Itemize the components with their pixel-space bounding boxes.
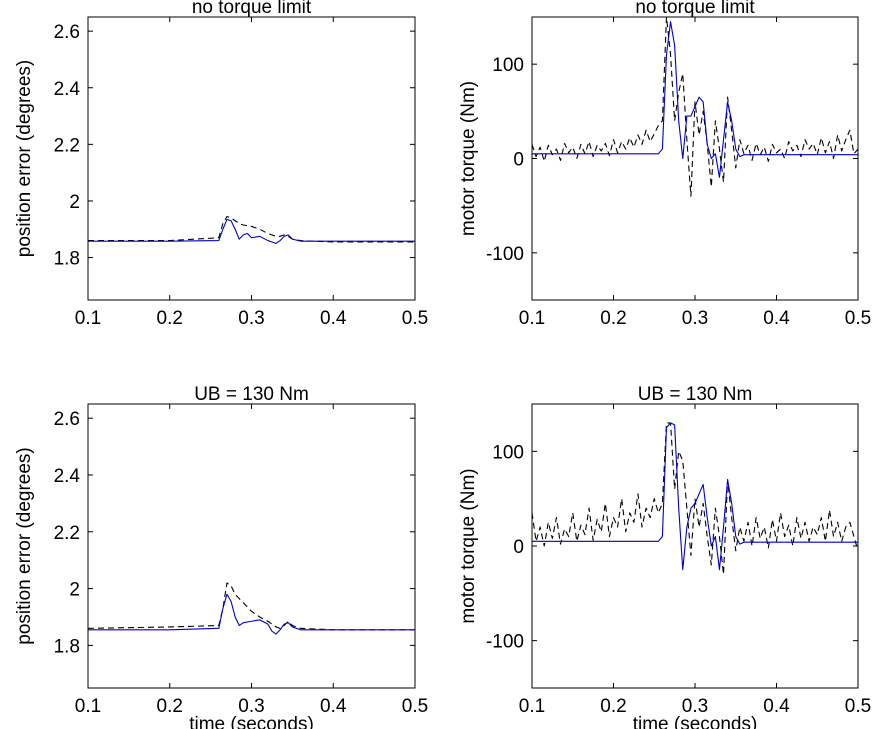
chart-3-xtick-label-2: 0.3: [682, 696, 708, 717]
chart-2-series-1-line: [88, 593, 415, 635]
chart-1-axes-box: [531, 16, 859, 301]
chart-1-series-group: [532, 17, 858, 197]
chart-3-ytick-label-0: -100: [486, 632, 524, 653]
chart-0-xtick-label-0: 0.1: [75, 308, 101, 329]
chart-1-xtick-label-4: 0.5: [845, 308, 871, 329]
chart-0-panel: 0.1 0.2 0.3 0.4 0.5 1.8 2 2.2 2.4 2.6 no torque li…: [14, 0, 428, 329]
chart-3-xtick-label-3: 0.4: [763, 696, 790, 717]
chart-1-xtick-label-3: 0.4: [763, 308, 790, 329]
chart-1-series-0-line: [532, 17, 858, 197]
chart-0-series-group: [88, 215, 415, 244]
chart-2-ytick-label-4: 2.6: [54, 409, 80, 430]
chart-1-ytick-label-1: 0: [513, 150, 524, 171]
chart-2-ytick-label-3: 2.4: [54, 466, 81, 487]
chart-1-xtick-label-0: 0.1: [519, 308, 545, 329]
chart-3-ylabel: motor torque (Nm): [458, 468, 479, 623]
chart-0-ytick-label-2: 2.2: [54, 135, 80, 156]
chart-0-xtick-label-3: 0.4: [320, 308, 347, 329]
chart-0-series-1-line: [88, 218, 415, 244]
chart-0-xtick-label-2: 0.3: [238, 308, 264, 329]
chart-1-panel: 0.1 0.2 0.3 0.4 0.5 -100 0 100 no torque limit mo…: [458, 0, 871, 329]
chart-1-title: no torque limit: [635, 0, 755, 18]
chart-1-ytick-label-0: -100: [486, 244, 524, 265]
chart-0-ytick-label-1: 2: [69, 192, 80, 213]
chart-2-panel: 0.1 0.2 0.3 0.4 0.5 1.8 2 2.2 2.4 2.6 UB = 130 Nm p…: [14, 384, 428, 729]
chart-3-xlabel: time (seconds): [633, 714, 758, 729]
chart-1-ylabel: motor torque (Nm): [458, 81, 479, 236]
chart-0-ylabel: position error (degrees): [14, 60, 35, 257]
chart-2-xtick-label-3: 0.4: [320, 696, 347, 717]
chart-3-ytick-label-1: 0: [513, 537, 524, 558]
chart-0-ytick-label-0: 1.8: [54, 249, 80, 270]
chart-2-ytick-label-1: 2: [69, 580, 80, 601]
chart-2-axes-box: [87, 403, 416, 689]
chart-2-title: UB = 130 Nm: [194, 384, 309, 405]
chart-3-series-0-line: [532, 422, 858, 575]
chart-0-ytick-label-4: 2.6: [54, 22, 80, 43]
chart-2-series-0-line: [88, 582, 415, 631]
chart-0-axes-box: [87, 16, 416, 301]
chart-0-xtick-label-1: 0.2: [157, 308, 183, 329]
chart-3-axes-box: [531, 403, 859, 689]
chart-2-series-group: [88, 582, 415, 635]
chart-1-ytick-label-2: 100: [492, 55, 524, 76]
chart-3-xtick-label-1: 0.2: [600, 696, 626, 717]
chart-2-xtick-label-1: 0.2: [157, 696, 183, 717]
chart-2-ytick-label-0: 1.8: [54, 636, 80, 657]
chart-3-ytick-label-2: 100: [492, 442, 524, 463]
chart-2-ytick-label-2: 2.2: [54, 523, 80, 544]
chart-2-xtick-label-0: 0.1: [75, 696, 101, 717]
chart-0-xtick-label-4: 0.5: [402, 308, 428, 329]
chart-0-ytick-label-3: 2.4: [54, 79, 81, 100]
chart-2-xtick-label-4: 0.5: [402, 696, 428, 717]
chart-1-xtick-label-1: 0.2: [600, 308, 626, 329]
chart-3-title: UB = 130 Nm: [638, 384, 753, 405]
chart-3-panel: 0.1 0.2 0.3 0.4 0.5 -100 0 100 UB = 130 Nm motor …: [458, 384, 871, 729]
chart-1-xtick-label-2: 0.3: [682, 308, 708, 329]
chart-2-ylabel: position error (degrees): [14, 447, 35, 644]
chart-3-xtick-label-4: 0.5: [845, 696, 871, 717]
chart-2-xtick-label-2: 0.3: [238, 696, 264, 717]
chart-2-xlabel: time (seconds): [189, 714, 314, 729]
chart-3-series-1-line: [532, 422, 858, 571]
chart-0-title: no torque limit: [192, 0, 312, 18]
chart-3-series-group: [532, 422, 858, 575]
chart-1-series-1-line: [532, 21, 858, 178]
chart-3-xtick-label-0: 0.1: [519, 696, 545, 717]
